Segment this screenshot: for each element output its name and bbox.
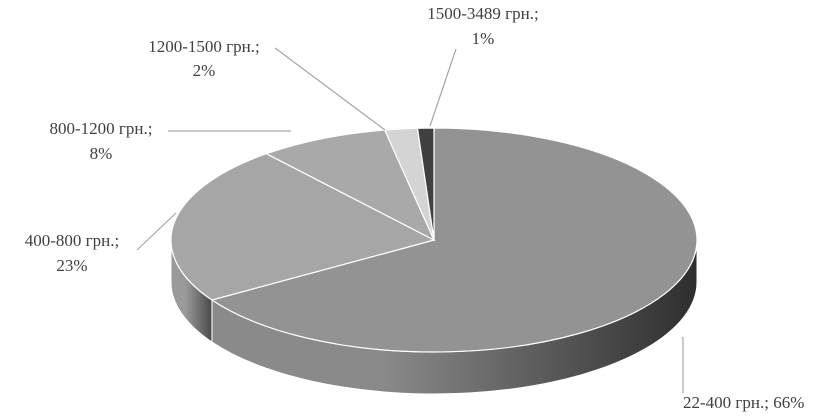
slice-1 (210, 127, 698, 353)
data-label-4-line-2: 2% (193, 61, 216, 80)
data-label-2-line-1: 400-800 грн.; (25, 231, 119, 250)
data-label-4-line-1: 1200-1500 грн.; (148, 37, 259, 56)
data-label-3-line-1: 800-1200 грн.; (50, 119, 153, 138)
leader-line-1 (681, 336, 684, 393)
data-label-5-line-2: 1% (472, 29, 495, 48)
data-label-1: 22-400 грн.; 66% (683, 393, 804, 412)
data-label-2-line-2: 23% (56, 256, 87, 275)
leader-line-5 (429, 48, 457, 127)
leader-line-2 (136, 212, 177, 251)
data-label-3-line-2: 8% (90, 144, 113, 163)
slice-2 (170, 153, 436, 301)
slice-5 (416, 127, 435, 241)
slice-3 (264, 129, 436, 242)
data-label-5-line-1: 1500-3489 грн.; (427, 4, 538, 23)
leader-line-4 (274, 47, 386, 131)
